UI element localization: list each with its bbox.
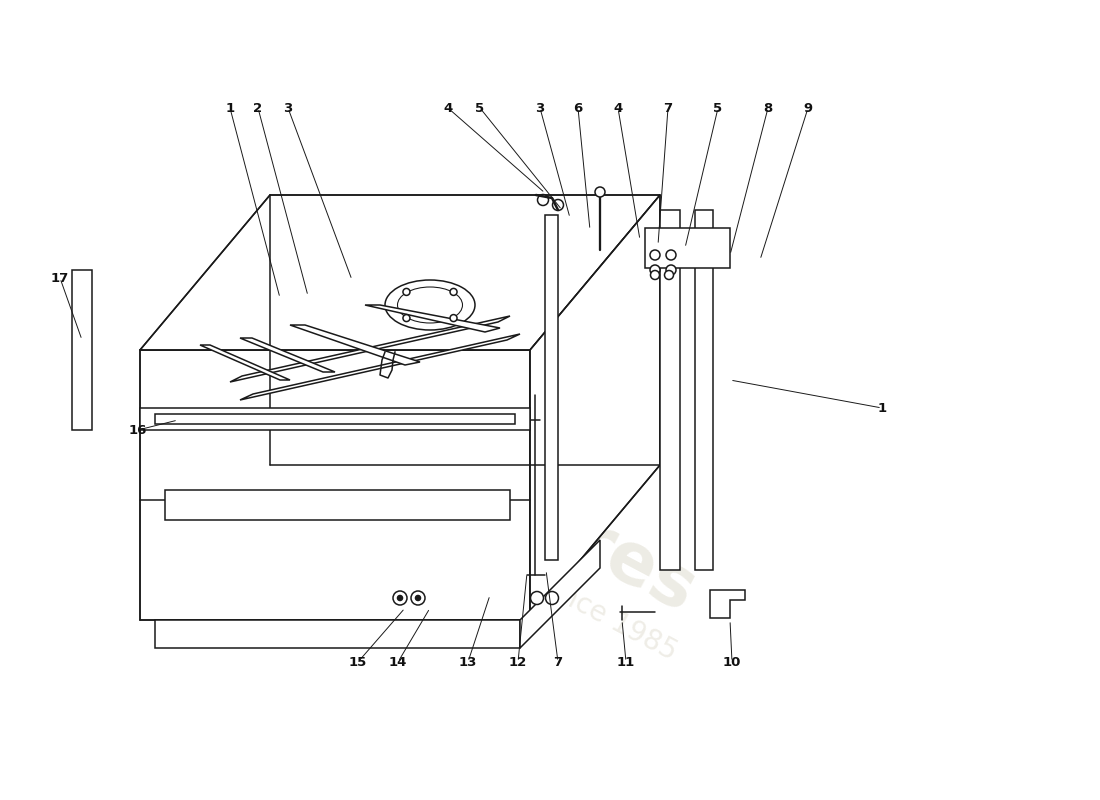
Ellipse shape (397, 287, 462, 323)
Polygon shape (544, 215, 558, 560)
Polygon shape (165, 490, 510, 520)
Text: 2: 2 (253, 102, 263, 114)
Circle shape (411, 591, 425, 605)
Text: a passion for parts since 1985: a passion for parts since 1985 (298, 444, 682, 666)
Circle shape (397, 595, 403, 601)
Text: 16: 16 (129, 423, 147, 437)
Circle shape (666, 265, 676, 275)
Text: 10: 10 (723, 655, 741, 669)
Polygon shape (200, 345, 290, 380)
Text: 5: 5 (714, 102, 723, 114)
Text: 3: 3 (284, 102, 293, 114)
Polygon shape (530, 195, 660, 620)
Polygon shape (140, 350, 530, 620)
Circle shape (538, 194, 549, 206)
Circle shape (552, 199, 563, 210)
Text: 17: 17 (51, 271, 69, 285)
Polygon shape (140, 195, 660, 350)
Text: 9: 9 (803, 102, 813, 114)
Text: 8: 8 (763, 102, 772, 114)
Text: 12: 12 (509, 655, 527, 669)
Polygon shape (72, 270, 92, 430)
Circle shape (450, 314, 456, 322)
Text: 13: 13 (459, 655, 477, 669)
Circle shape (595, 187, 605, 197)
Polygon shape (230, 316, 510, 382)
Circle shape (650, 250, 660, 260)
Circle shape (403, 314, 410, 322)
Text: 1: 1 (878, 402, 887, 414)
Circle shape (666, 250, 676, 260)
Polygon shape (140, 408, 530, 430)
Text: 7: 7 (553, 655, 562, 669)
Circle shape (650, 270, 660, 279)
Polygon shape (710, 590, 745, 618)
Text: 14: 14 (388, 655, 407, 669)
Text: 11: 11 (617, 655, 635, 669)
Text: 15: 15 (349, 655, 367, 669)
Circle shape (530, 591, 543, 605)
Polygon shape (290, 325, 420, 365)
Text: 4: 4 (443, 102, 452, 114)
Polygon shape (365, 305, 501, 332)
Circle shape (416, 595, 420, 601)
Text: eurospares: eurospares (272, 352, 708, 628)
Polygon shape (240, 334, 520, 400)
Text: 4: 4 (614, 102, 623, 114)
Polygon shape (695, 210, 713, 570)
Text: 6: 6 (573, 102, 583, 114)
Polygon shape (155, 620, 520, 648)
Polygon shape (240, 338, 336, 372)
Circle shape (450, 289, 456, 295)
Circle shape (650, 265, 660, 275)
Polygon shape (520, 540, 600, 648)
Polygon shape (645, 228, 730, 268)
Text: 7: 7 (663, 102, 672, 114)
Circle shape (403, 289, 410, 295)
Circle shape (664, 270, 673, 279)
Text: 5: 5 (475, 102, 485, 114)
Circle shape (393, 591, 407, 605)
Polygon shape (155, 414, 515, 424)
Circle shape (546, 591, 559, 605)
Text: 1: 1 (226, 102, 234, 114)
Polygon shape (660, 210, 680, 570)
Ellipse shape (385, 280, 475, 330)
Text: 3: 3 (536, 102, 544, 114)
